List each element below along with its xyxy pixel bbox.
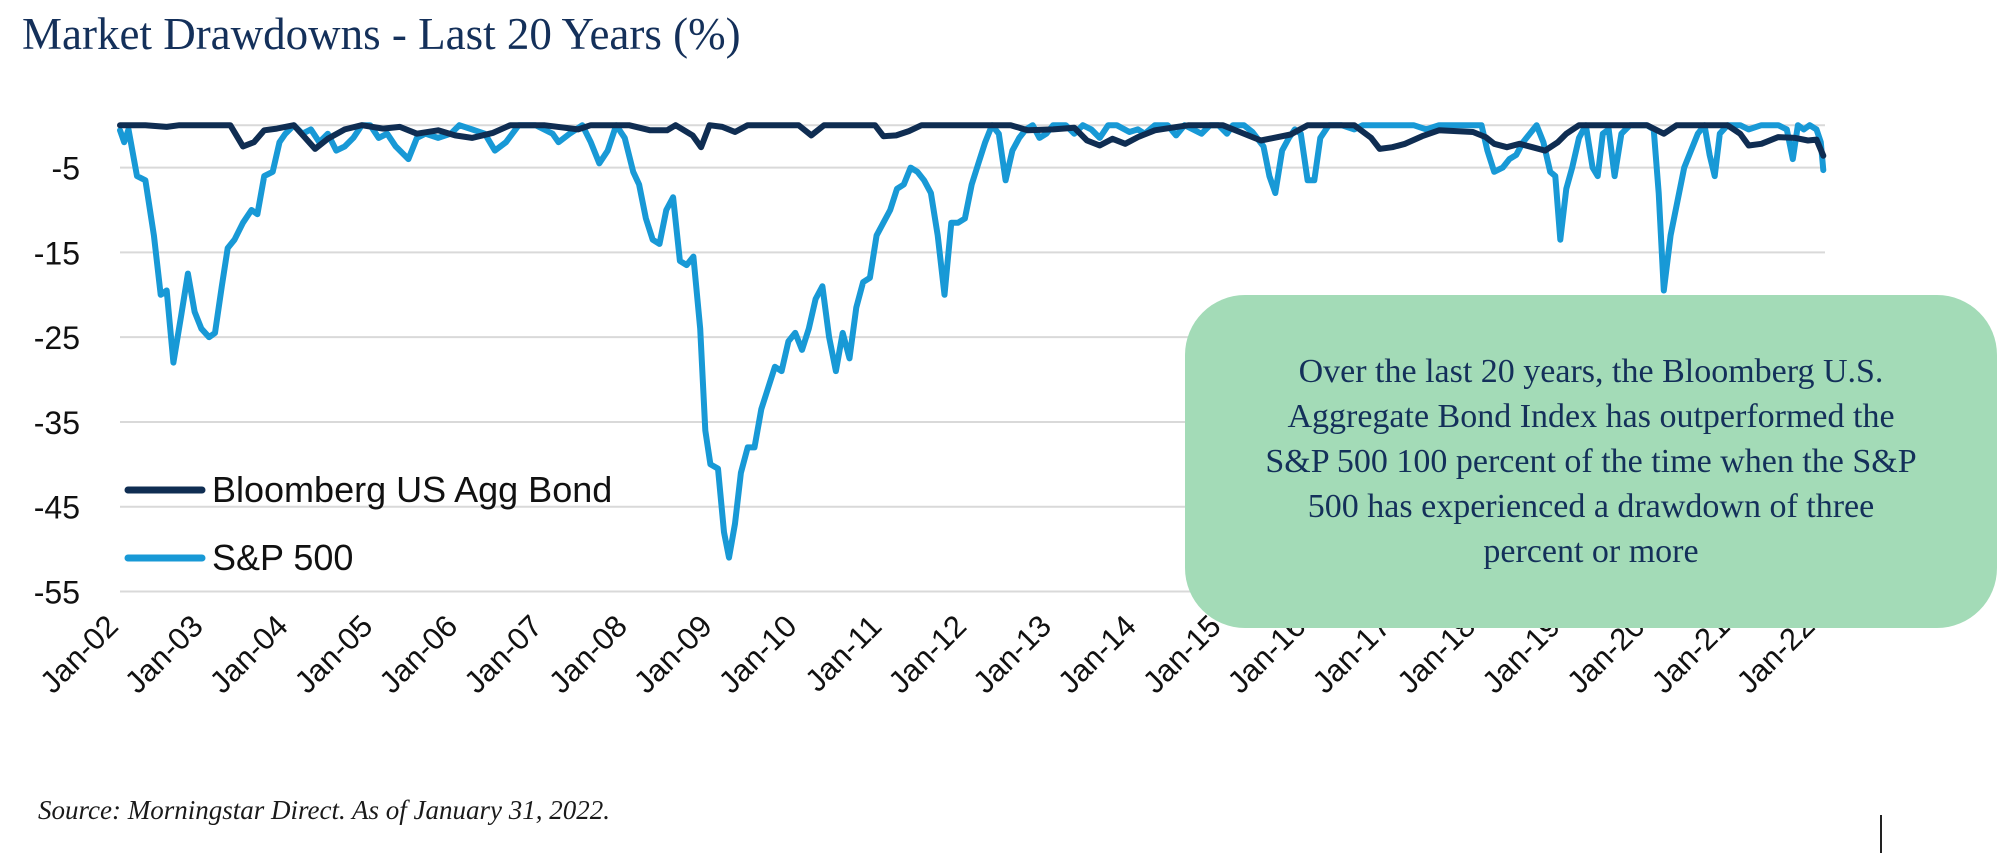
series-line-sp500 [117,122,1827,561]
y-tick-label: -25 [34,320,80,356]
y-tick-label: -55 [34,575,80,611]
x-tick-label: Jan-12 [881,608,973,700]
x-tick-label: Jan-08 [542,608,634,700]
x-tick-label: Jan-11 [798,608,888,698]
x-tick-label: Jan-14 [1051,608,1143,700]
y-tick-label: -15 [34,235,80,271]
source-note: Source: Morningstar Direct. As of Januar… [38,795,610,825]
x-tick-label: Jan-10 [712,608,804,700]
x-tick-label: Jan-15 [1136,608,1228,700]
x-tick-label: Jan-09 [627,608,719,700]
page-edge-mark [1880,815,1882,853]
x-tick-label: Jan-04 [203,608,295,700]
legend: Bloomberg US Agg Bond S&P 500 [124,469,612,578]
callout-text: Over the last 20 years, the Bloomberg U.… [1265,353,1917,570]
x-tick-label: Jan-02 [33,608,125,700]
legend-label: S&P 500 [212,537,353,578]
x-tick-label: Jan-03 [118,608,210,700]
y-axis-tick-labels: -5 -15 -25 -35 -45 -55 [34,151,80,611]
x-tick-label: Jan-06 [372,608,464,700]
x-tick-label: Jan-05 [288,608,380,700]
chart-title: Market Drawdowns - Last 20 Years (%) [22,9,741,59]
callout-box: Over the last 20 years, the Bloomberg U.… [1185,295,1997,628]
y-tick-label: -5 [52,151,80,187]
legend-label: Bloomberg US Agg Bond [212,469,612,510]
series-lines [117,122,1827,561]
x-tick-label: Jan-13 [966,608,1058,700]
series-line-bond [117,122,1827,159]
x-tick-label: Jan-07 [457,608,549,700]
y-tick-label: -35 [34,405,80,441]
y-tick-label: -45 [34,490,80,526]
